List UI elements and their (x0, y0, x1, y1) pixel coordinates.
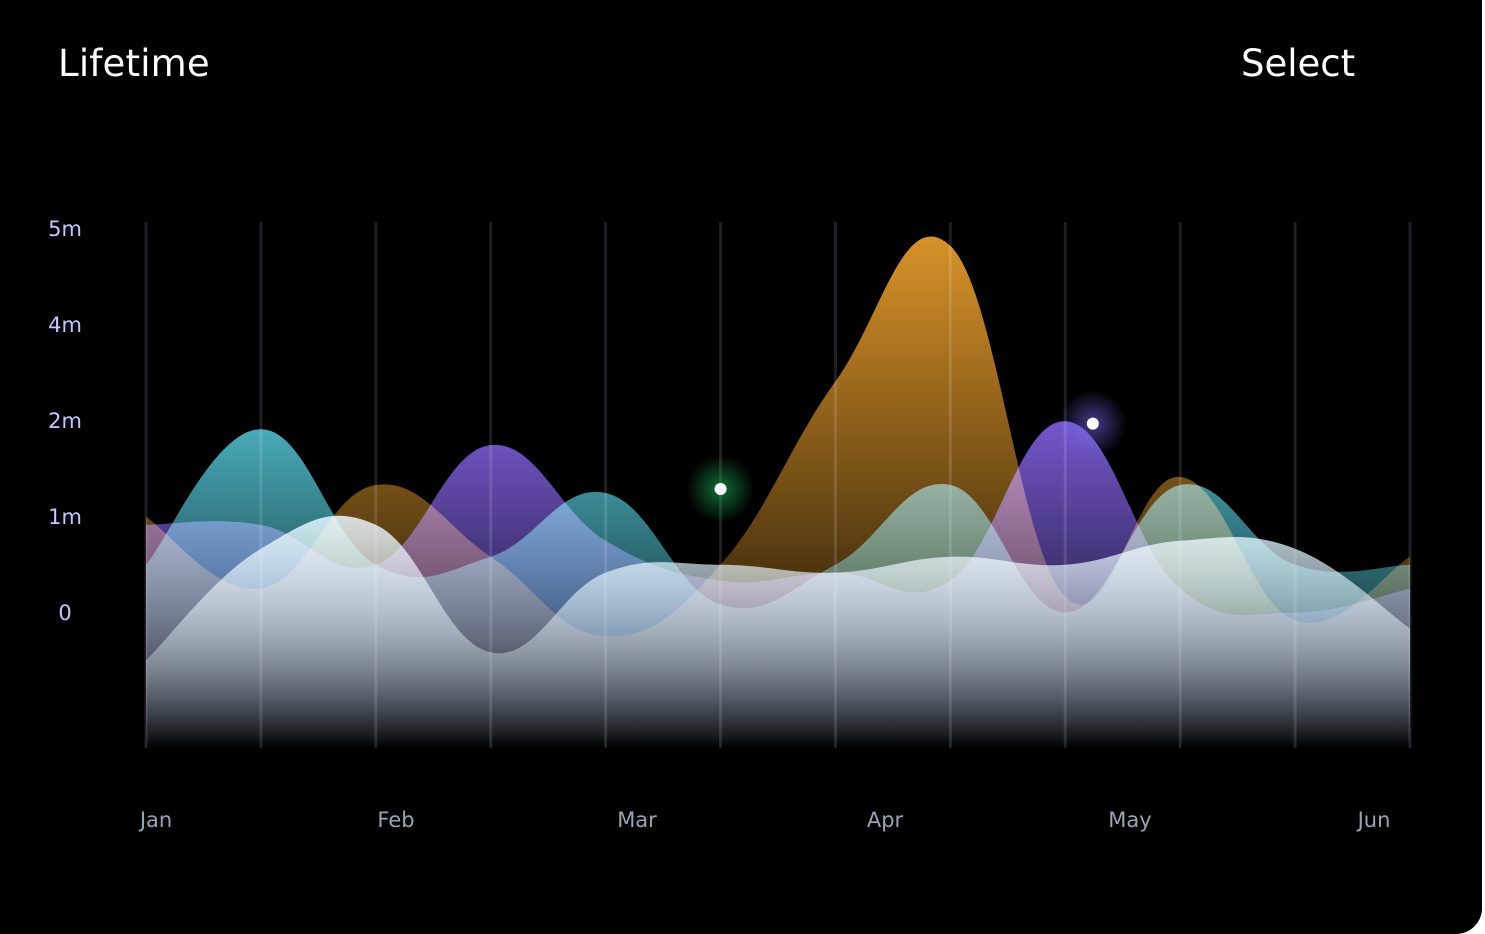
y-tick-label: 1m (48, 505, 82, 529)
x-tick-label: Jun (1356, 808, 1391, 832)
chart-title: Lifetime (58, 42, 210, 85)
y-tick-label: 5m (48, 217, 82, 241)
series-area-4 (146, 515, 1410, 748)
series-areas (146, 236, 1410, 748)
y-tick-label: 0 (58, 601, 71, 625)
highlight-markers (686, 389, 1127, 523)
x-tick-label: May (1108, 808, 1151, 832)
highlight-point[interactable] (1086, 417, 1099, 430)
x-tick-label: Apr (867, 808, 904, 832)
select-button[interactable]: Select (1241, 42, 1356, 85)
x-tick-label: Mar (617, 808, 657, 832)
x-tick-label: Feb (377, 808, 414, 832)
x-tick-label: Jan (138, 808, 172, 832)
x-axis: Jan Feb Mar Apr May Jun (138, 808, 1391, 832)
y-tick-label: 2m (48, 409, 82, 433)
highlight-point[interactable] (714, 482, 727, 495)
y-tick-label: 4m (48, 313, 82, 337)
y-axis: 0 1m 2m 4m 5m (48, 217, 82, 625)
